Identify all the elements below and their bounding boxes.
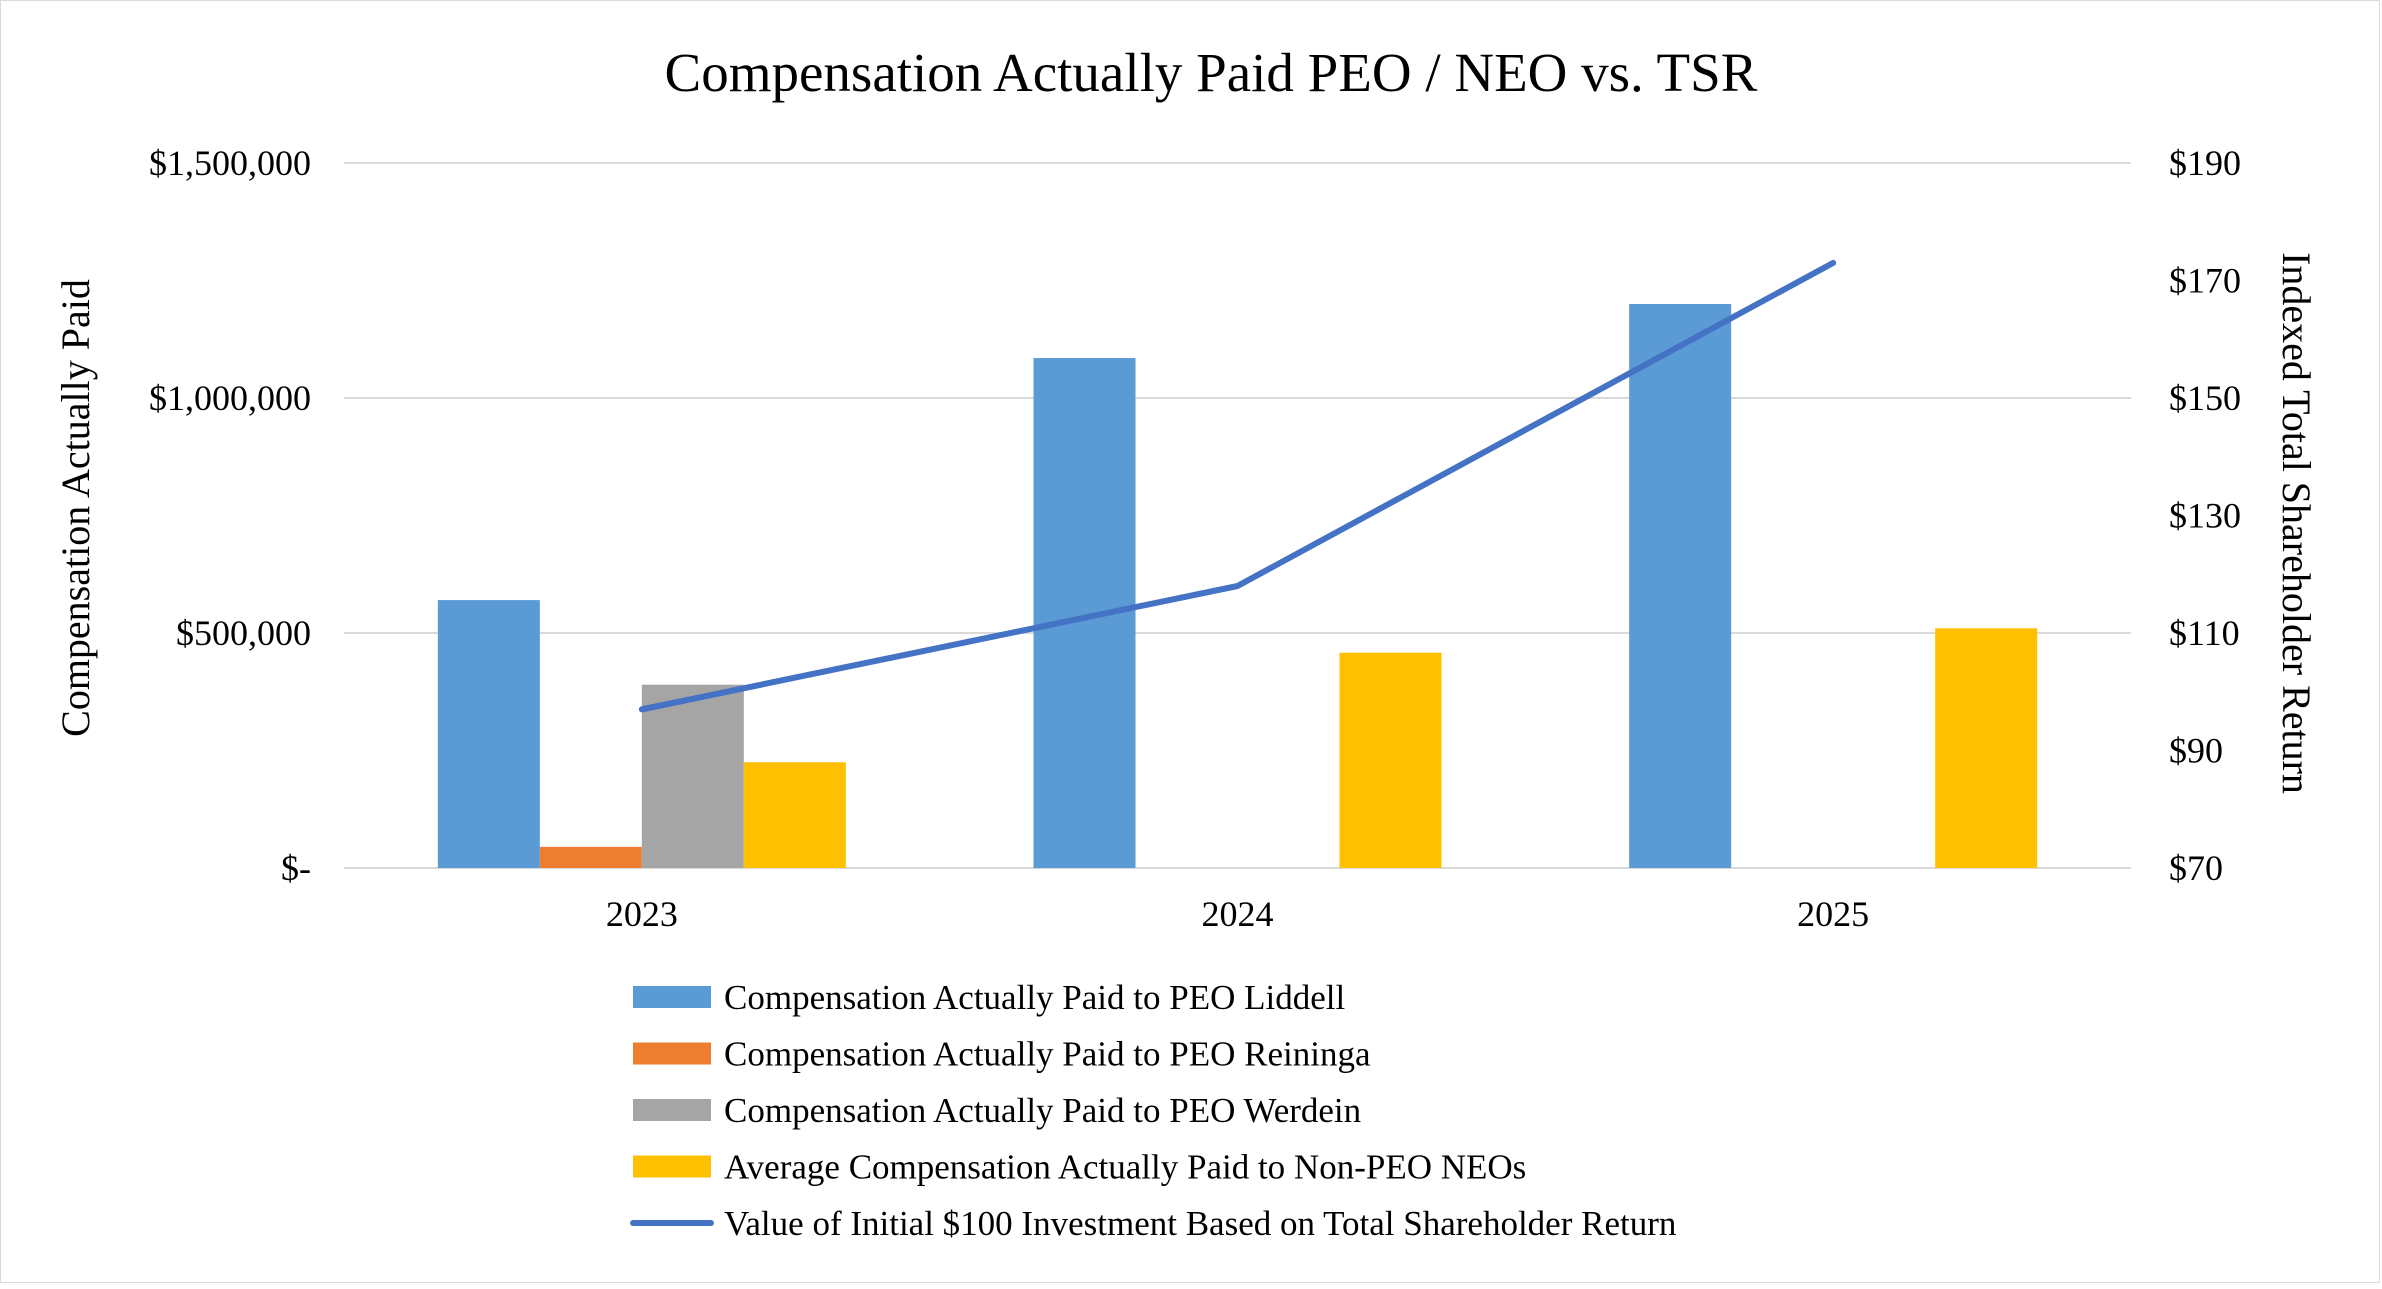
bar [1629,304,1732,868]
bar [539,846,642,868]
y2-tick-label: $150 [2169,378,2241,418]
bar [743,762,846,868]
chart-title: Compensation Actually Paid PEO / NEO vs.… [665,42,1758,103]
y2-tick-label: $90 [2169,731,2223,771]
bar [1935,628,2038,868]
bar [1339,652,1442,868]
x-tick-label: 2025 [1797,894,1869,934]
legend-label: Value of Initial $100 Investment Based o… [724,1204,1676,1243]
y-tick-label: $1,500,000 [149,143,311,183]
legend-swatch [633,986,711,1008]
legend-label: Compensation Actually Paid to PEO Werdei… [724,1091,1361,1130]
legend-label: Average Compensation Actually Paid to No… [724,1148,1526,1187]
tsr-line [638,259,1837,713]
bar [437,600,540,868]
y-tick-label: $1,000,000 [149,378,311,418]
y2-axis-title: Indexed Total Shareholder Return [2274,252,2319,794]
y-axis-title: Compensation Actually Paid [53,279,98,737]
x-tick-label: 2024 [1202,894,1274,934]
x-tick-label: 2023 [606,894,678,934]
y2-tick-label: $70 [2169,848,2223,888]
y2-tick-label: $170 [2169,261,2241,301]
y-tick-label: $- [281,848,311,888]
line-series [638,259,1837,713]
x-axis-ticks: 2023 2024 2025 [606,894,1869,934]
bar-series [437,304,2038,868]
bar [641,684,744,868]
legend-swatch [633,1099,711,1121]
left-axis-ticks: $- $500,000 $1,000,000 $1,500,000 [149,143,311,888]
legend-label: Compensation Actually Paid to PEO Liddel… [724,978,1345,1017]
legend: Compensation Actually Paid to PEO Liddel… [630,978,1676,1243]
right-axis-ticks: $70 $90 $110 $130 $150 $170 $190 [2169,143,2241,888]
legend-swatch [633,1042,711,1065]
legend-label: Compensation Actually Paid to PEO Reinin… [724,1035,1371,1074]
y-tick-label: $500,000 [176,613,311,653]
legend-swatch [633,1155,711,1178]
gridlines [344,162,2131,869]
y2-tick-label: $130 [2169,496,2241,536]
y2-tick-label: $190 [2169,143,2241,183]
y2-tick-label: $110 [2169,613,2240,653]
